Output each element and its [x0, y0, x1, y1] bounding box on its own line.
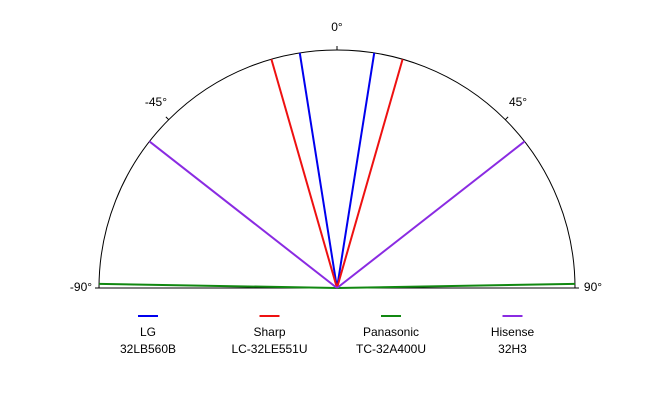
theta-tick-label: 45°	[509, 95, 527, 109]
angle-line	[99, 282, 338, 289]
theta-tick-label: 90°	[584, 280, 602, 294]
angle-line	[336, 282, 575, 289]
legend-model: 32LB560B	[120, 342, 176, 356]
theta-tick-label: -45°	[145, 95, 167, 109]
angle-line	[298, 52, 338, 289]
legend-name: LG	[140, 325, 156, 339]
angle-line	[336, 140, 526, 289]
plot-frame	[98, 49, 576, 289]
theta-tick	[165, 116, 170, 121]
angle-line	[270, 58, 338, 289]
legend-name: Hisense	[491, 325, 535, 339]
legend-model: 32H3	[498, 342, 527, 356]
legend-name: Panasonic	[363, 325, 419, 339]
angle-line	[336, 52, 376, 289]
angle-line	[148, 140, 338, 289]
theta-tick-label: 0°	[331, 20, 343, 34]
theta-tick-label: -90°	[70, 280, 92, 294]
legend-model: LC-32LE551U	[231, 342, 307, 356]
angle-line	[336, 58, 404, 289]
legend-name: Sharp	[253, 325, 285, 339]
legend-model: TC-32A400U	[356, 342, 426, 356]
theta-tick	[504, 116, 509, 121]
